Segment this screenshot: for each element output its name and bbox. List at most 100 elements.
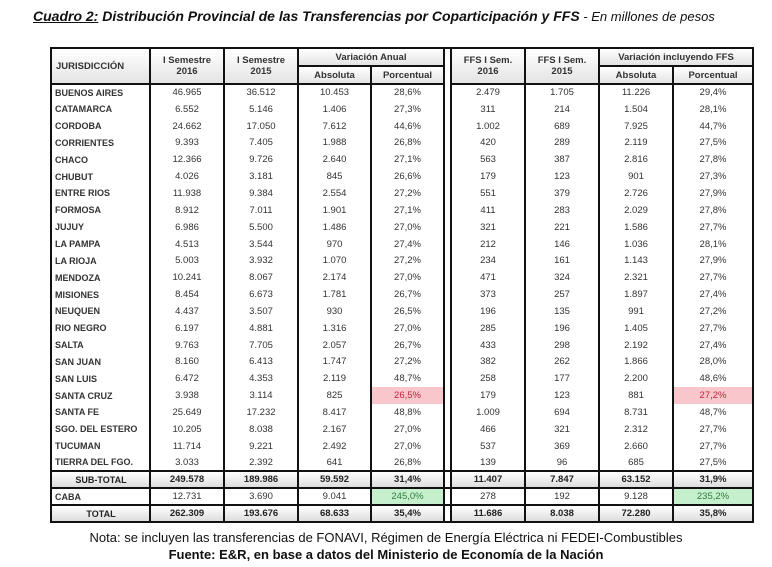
value-cell: 7.405 [223,134,299,152]
value-cell: 2.321 [598,269,674,287]
value-cell: 123 [524,387,600,405]
table-row: SAN LUIS 6.472 4.353 2.119 48,7% 258 177 2.200 4… [50,370,754,388]
value-cell: 221 [524,218,600,236]
value-cell: 6.197 [149,319,225,337]
table-row: CORRIENTES 9.393 7.405 1.988 26,8% 420 289 2.11… [50,134,754,152]
value-cell: 1.866 [598,353,674,371]
header-absoluta-ffs: Absoluta [598,65,674,85]
value-cell: 214 [524,100,600,118]
jurisdiction-cell: CORRIENTES [50,134,151,152]
value-cell: 27,3% [370,100,445,118]
value-cell: 17.232 [223,404,299,421]
value-cell: 212 [450,235,526,253]
value-cell: 257 [524,286,600,303]
value-cell: 7.925 [598,117,674,135]
value-cell: 1.406 [297,100,372,118]
value-cell: 179 [450,168,526,186]
value-cell: 285 [450,319,526,337]
value-cell: 289 [524,134,600,152]
jurisdiction-cell: TUCUMAN [50,437,151,455]
jurisdiction-cell: CORDOBA [50,117,151,135]
value-cell: 420 [450,134,526,152]
value-cell: 1.705 [524,84,600,101]
value-cell: 689 [524,117,600,135]
value-cell: 1.504 [598,100,674,118]
value-cell: 641 [297,454,372,472]
value-cell: 471 [450,269,526,287]
table-row: SAN JUAN 8.160 6.413 1.747 27,2% 382 262 1.866 2… [50,353,754,371]
value-cell: 26,5% [370,302,445,320]
jurisdiction-cell: FORMOSA [50,201,151,219]
table-row: CHACO 12.366 9.726 2.640 27,1% 563 387 2.816 27,… [50,151,754,169]
value-cell: 321 [524,420,600,438]
value-cell: 7.011 [223,201,299,219]
jurisdiction-cell: CABA [50,487,151,506]
value-cell: 26,7% [370,286,445,303]
value-cell: 72.280 [598,504,674,523]
value-cell: 28,0% [672,353,754,371]
jurisdiction-cell: LA PAMPA [50,235,151,253]
transfers-table: JURISDICCIÓN I Semestre 2016 I Semestre 20… [50,47,754,523]
value-cell: 8.454 [149,286,225,303]
value-cell: 245,0% [370,487,445,506]
value-cell: 373 [450,286,526,303]
value-cell: 2.312 [598,420,674,438]
value-cell: 258 [450,370,526,388]
jurisdiction-cell: SANTA FE [50,404,151,421]
value-cell: 26,7% [370,336,445,354]
value-cell: 2.057 [297,336,372,354]
jurisdiction-cell: TIERRA DEL FGO. [50,454,151,472]
value-cell: 12.731 [149,487,225,506]
value-cell: 12.366 [149,151,225,169]
value-cell: 6.413 [223,353,299,371]
header-absoluta: Absoluta [297,65,372,85]
value-cell: 27,8% [672,201,754,219]
value-cell: 8.912 [149,201,225,219]
jurisdiction-cell: BUENOS AIRES [50,84,151,101]
table-row: RIO NEGRO 6.197 4.881 1.316 27,0% 285 196 1.405… [50,319,754,337]
value-cell: 563 [450,151,526,169]
value-cell: 28,1% [672,100,754,118]
value-cell: 26,6% [370,168,445,186]
jurisdiction-cell: SALTA [50,336,151,354]
value-cell: 7.847 [524,470,600,490]
value-cell: 2.174 [297,269,372,287]
value-cell: 379 [524,185,600,202]
value-cell: 1.901 [297,201,372,219]
value-cell: 234 [450,252,526,270]
value-cell: 3.033 [149,454,225,472]
value-cell: 825 [297,387,372,405]
value-cell: 4.026 [149,168,225,186]
value-cell: 970 [297,235,372,253]
jurisdiction-cell: SANTA CRUZ [50,387,151,405]
value-cell: 6.673 [223,286,299,303]
value-cell: 11.938 [149,185,225,202]
value-cell: 11.686 [450,504,526,523]
value-cell: 28,1% [672,235,754,253]
value-cell: 6.552 [149,100,225,118]
value-cell: 9.128 [598,487,674,506]
value-cell: 6.986 [149,218,225,236]
value-cell: 5.146 [223,100,299,118]
jurisdiction-cell: RIO NEGRO [50,319,151,337]
value-cell: 1.586 [598,218,674,236]
value-cell: 48,6% [672,370,754,388]
value-cell: 27,2% [672,387,754,405]
value-cell: 161 [524,252,600,270]
jurisdiction-cell: NEUQUEN [50,302,151,320]
value-cell: 311 [450,100,526,118]
value-cell: 3.544 [223,235,299,253]
value-cell: 11.226 [598,84,674,101]
value-cell: 3.690 [223,487,299,506]
value-cell: 48,8% [370,404,445,421]
value-cell: 63.152 [598,470,674,490]
value-cell: 1.009 [450,404,526,421]
value-cell: 1.747 [297,353,372,371]
jurisdiction-cell: MISIONES [50,286,151,303]
header-var-anual: Variación Anual [297,47,445,67]
value-cell: 10.205 [149,420,225,438]
value-cell: 1.316 [297,319,372,337]
value-cell: 179 [450,387,526,405]
header-ffs2015: FFS I Sem. 2015 [524,47,600,85]
value-cell: 123 [524,168,600,186]
